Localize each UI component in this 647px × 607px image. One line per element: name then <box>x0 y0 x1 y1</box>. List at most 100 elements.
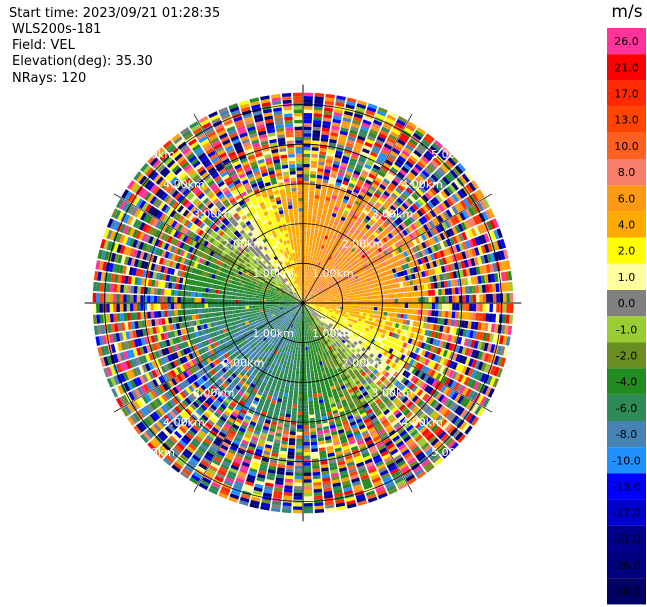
velocity-gate <box>459 328 464 337</box>
velocity-gate <box>290 348 293 353</box>
velocity-gate <box>371 167 379 174</box>
velocity-gate <box>310 293 314 297</box>
velocity-gate <box>402 348 409 355</box>
velocity-gate <box>330 266 335 271</box>
velocity-gate <box>496 228 503 239</box>
velocity-gate <box>396 260 402 267</box>
velocity-gate <box>474 360 481 370</box>
velocity-gate <box>306 300 310 302</box>
velocity-gate <box>323 253 328 258</box>
velocity-gate <box>509 292 514 303</box>
velocity-gate <box>290 427 296 432</box>
velocity-gate <box>303 469 312 473</box>
velocity-gate <box>360 188 368 194</box>
velocity-gate <box>408 274 413 280</box>
velocity-gate <box>377 299 382 303</box>
velocity-gate <box>312 270 316 275</box>
velocity-gate <box>308 280 311 284</box>
velocity-gate <box>318 230 323 235</box>
velocity-gate <box>356 291 360 295</box>
velocity-gate <box>303 146 311 151</box>
velocity-gate <box>325 327 330 331</box>
velocity-gate <box>461 365 468 375</box>
velocity-gate <box>442 231 449 239</box>
velocity-gate <box>334 203 341 208</box>
velocity-gate <box>330 344 335 349</box>
velocity-gate <box>329 264 333 269</box>
velocity-gate <box>304 336 307 341</box>
velocity-gate <box>303 350 306 354</box>
velocity-gate <box>314 322 318 327</box>
velocity-gate <box>326 254 330 259</box>
velocity-gate <box>300 326 302 331</box>
velocity-gate <box>332 254 337 259</box>
velocity-gate <box>392 283 397 289</box>
velocity-gate <box>335 271 340 276</box>
velocity-gate <box>376 365 382 371</box>
velocity-gate <box>483 352 490 363</box>
velocity-gate <box>333 338 337 343</box>
velocity-gate <box>322 307 327 310</box>
velocity-gate <box>293 390 299 395</box>
velocity-gate <box>435 403 443 412</box>
velocity-gate <box>419 391 427 399</box>
velocity-gate <box>470 391 479 401</box>
velocity-gate <box>397 240 403 247</box>
velocity-gate <box>393 189 401 197</box>
velocity-gate <box>357 179 365 185</box>
velocity-gate <box>310 284 314 289</box>
velocity-gate <box>388 404 396 411</box>
velocity-gate <box>312 304 317 306</box>
velocity-gate <box>442 211 450 220</box>
velocity-gate <box>368 399 375 406</box>
velocity-gate <box>288 393 294 398</box>
velocity-gate <box>369 151 378 158</box>
velocity-gate <box>486 294 490 303</box>
velocity-gate <box>296 431 303 436</box>
velocity-gate <box>354 212 360 218</box>
velocity-gate <box>438 374 445 383</box>
velocity-gate <box>473 370 481 380</box>
velocity-gate <box>309 187 315 192</box>
velocity-gate <box>406 249 412 256</box>
velocity-gate <box>303 170 310 175</box>
velocity-gate <box>346 295 351 299</box>
velocity-gate <box>396 282 401 288</box>
velocity-gate <box>382 329 387 335</box>
velocity-gate <box>445 303 449 311</box>
velocity-gate <box>343 250 349 255</box>
velocity-gate <box>329 296 334 299</box>
velocity-gate <box>313 292 317 295</box>
velocity-gate <box>348 323 353 328</box>
velocity-gate <box>305 255 308 260</box>
velocity-gate <box>387 207 394 214</box>
velocity-gate <box>422 336 428 343</box>
velocity-gate <box>360 237 366 243</box>
velocity-gate <box>372 435 381 442</box>
velocity-gate <box>431 289 436 296</box>
velocity-gate <box>330 287 334 291</box>
velocity-gate <box>395 411 403 419</box>
velocity-gate <box>303 489 313 494</box>
velocity-gate <box>333 231 339 237</box>
velocity-gate <box>336 386 342 392</box>
velocity-gate <box>285 386 290 391</box>
velocity-gate <box>321 263 325 268</box>
velocity-gate <box>309 424 316 429</box>
velocity-gate <box>304 289 306 293</box>
velocity-gate <box>294 469 303 473</box>
velocity-gate <box>336 308 340 311</box>
velocity-gate <box>472 215 480 225</box>
velocity-gate <box>314 406 320 411</box>
velocity-gate <box>378 367 385 374</box>
velocity-gate <box>421 403 430 412</box>
velocity-gate <box>389 317 394 322</box>
velocity-gate <box>311 448 318 453</box>
velocity-gate <box>382 421 391 428</box>
velocity-gate <box>477 361 484 371</box>
velocity-gate <box>318 273 322 278</box>
velocity-gate <box>303 119 312 124</box>
velocity-gate <box>346 100 356 107</box>
velocity-gate <box>345 353 351 359</box>
velocity-gate <box>313 366 317 370</box>
